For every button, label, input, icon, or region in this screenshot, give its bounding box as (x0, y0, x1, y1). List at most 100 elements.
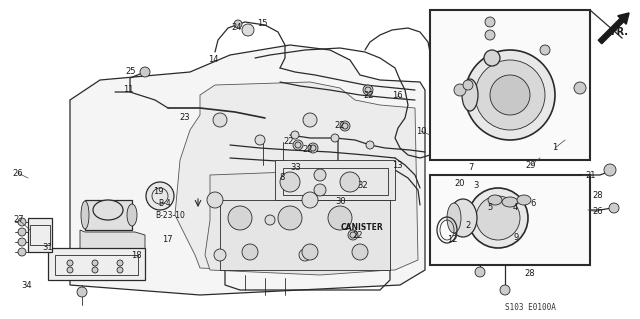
Text: 25: 25 (125, 68, 136, 77)
Bar (220, 200, 390, 270)
Circle shape (463, 80, 473, 90)
Circle shape (328, 206, 352, 230)
Polygon shape (175, 82, 418, 272)
Text: 9: 9 (513, 233, 518, 241)
Circle shape (314, 184, 326, 196)
Circle shape (485, 30, 495, 40)
Circle shape (468, 188, 528, 248)
Circle shape (485, 17, 495, 27)
Circle shape (67, 267, 73, 273)
Circle shape (484, 50, 500, 66)
Circle shape (331, 134, 339, 142)
Text: 16: 16 (392, 92, 403, 100)
Text: 19: 19 (153, 188, 163, 197)
Circle shape (490, 75, 530, 115)
Text: 14: 14 (208, 56, 218, 64)
Text: FR.: FR. (610, 27, 628, 37)
Text: 18: 18 (131, 250, 141, 259)
Text: 13: 13 (392, 161, 403, 170)
Circle shape (92, 267, 98, 273)
Text: S103 E0100A: S103 E0100A (504, 302, 556, 311)
Bar (430, 10, 590, 160)
Circle shape (213, 113, 227, 127)
Circle shape (299, 249, 311, 261)
Circle shape (228, 206, 252, 230)
Circle shape (302, 244, 318, 260)
Text: 12: 12 (447, 235, 457, 244)
Circle shape (18, 238, 26, 246)
Polygon shape (205, 172, 390, 275)
Text: 22: 22 (284, 137, 294, 145)
Circle shape (265, 215, 275, 225)
Text: 20: 20 (455, 179, 465, 188)
Circle shape (500, 285, 510, 295)
Ellipse shape (81, 201, 89, 229)
Circle shape (340, 172, 360, 192)
Text: 1: 1 (552, 144, 557, 152)
Circle shape (465, 50, 555, 140)
Text: 24: 24 (232, 24, 243, 33)
Circle shape (117, 260, 123, 266)
Circle shape (454, 84, 466, 96)
Text: 4: 4 (513, 204, 518, 212)
Circle shape (77, 287, 87, 297)
Circle shape (67, 260, 73, 266)
Text: 29: 29 (525, 160, 536, 169)
Circle shape (363, 85, 373, 95)
Text: 22: 22 (303, 145, 313, 153)
Text: 26: 26 (13, 168, 23, 177)
Text: 28: 28 (525, 269, 535, 278)
Bar (283, 168, 388, 195)
Bar (275, 160, 395, 200)
Polygon shape (70, 45, 425, 295)
Text: 6: 6 (531, 199, 536, 209)
Circle shape (255, 135, 265, 145)
Circle shape (352, 244, 368, 260)
Text: 10: 10 (416, 127, 426, 136)
Text: 7: 7 (468, 164, 474, 173)
Text: 27: 27 (13, 216, 24, 225)
Ellipse shape (449, 199, 477, 237)
Circle shape (308, 143, 318, 153)
Text: 33: 33 (291, 162, 301, 172)
Circle shape (314, 169, 326, 181)
Ellipse shape (517, 195, 531, 205)
Text: 15: 15 (257, 19, 268, 28)
Circle shape (604, 164, 616, 176)
Text: 26: 26 (593, 207, 604, 217)
Text: B-4: B-4 (159, 199, 172, 209)
Circle shape (348, 230, 358, 240)
Circle shape (540, 45, 550, 55)
Circle shape (475, 267, 485, 277)
Bar (85, 200, 132, 230)
Circle shape (366, 141, 374, 149)
Bar (28, 218, 52, 252)
Circle shape (293, 140, 303, 150)
Circle shape (18, 218, 26, 226)
Circle shape (278, 206, 302, 230)
Circle shape (475, 60, 545, 130)
Circle shape (476, 196, 520, 240)
Circle shape (280, 172, 300, 192)
Text: 5: 5 (488, 204, 493, 212)
Circle shape (18, 228, 26, 236)
Circle shape (340, 121, 350, 131)
Text: 30: 30 (336, 197, 346, 206)
Circle shape (92, 260, 98, 266)
Circle shape (117, 267, 123, 273)
Text: 17: 17 (162, 234, 172, 243)
Text: 22: 22 (353, 232, 364, 241)
Text: 31: 31 (43, 243, 53, 253)
Text: CANISTER: CANISTER (340, 224, 383, 233)
Bar (48, 248, 145, 280)
Text: 3: 3 (474, 181, 479, 189)
Text: 8: 8 (279, 174, 285, 182)
Circle shape (214, 249, 226, 261)
Polygon shape (80, 230, 145, 250)
Text: 22: 22 (364, 92, 374, 100)
Circle shape (146, 182, 174, 210)
Text: 22: 22 (335, 122, 345, 130)
Circle shape (242, 24, 254, 36)
Circle shape (207, 192, 223, 208)
Ellipse shape (502, 197, 518, 207)
